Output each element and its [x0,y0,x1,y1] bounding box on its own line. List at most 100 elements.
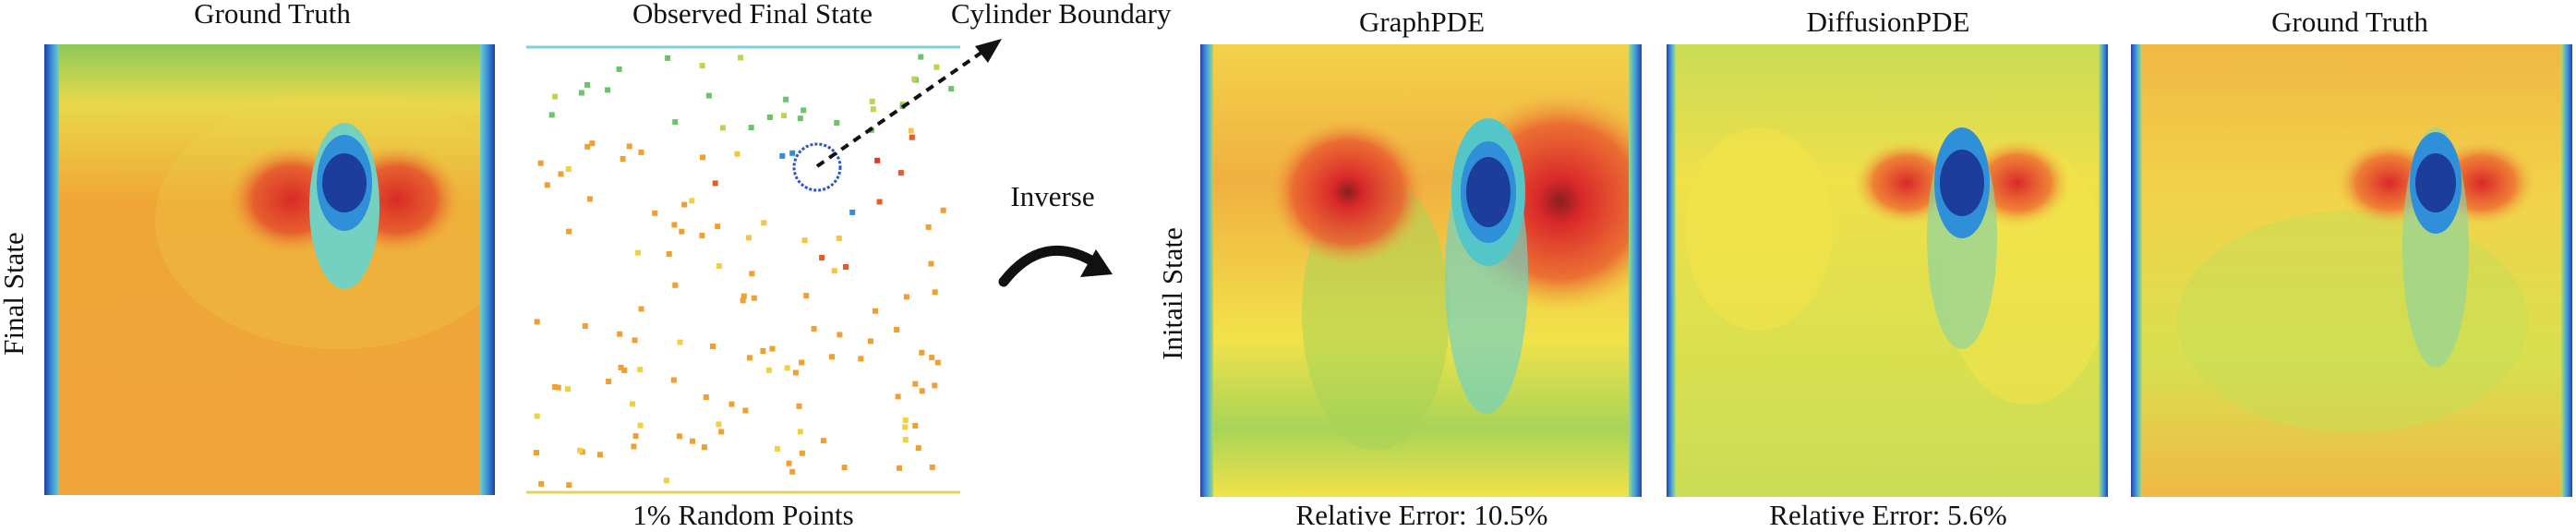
observation-point [578,90,584,96]
observation-point [948,86,955,92]
observation-point [829,354,835,360]
observation-point [932,382,938,389]
observation-point [534,413,540,419]
observation-point [897,170,904,176]
panel-title-graphpde: GraphPDE [1358,6,1486,38]
observation-point [902,424,909,430]
observation-point [746,355,752,361]
inverse-arrow [998,245,1113,287]
observation-point [799,450,805,456]
observation-point [538,480,545,487]
observation-point [677,339,683,345]
observation-point [716,263,722,269]
observation-point [632,433,639,440]
observation-point [801,237,808,244]
observation-point [831,268,837,274]
observation-point [894,327,900,332]
row-label-initial-state: Initail State [1156,227,1188,360]
observation-point [919,349,925,356]
observed-caption: 1% Random Points [632,499,854,531]
observation-point [555,384,561,391]
observation-point [631,443,637,450]
observation-point [784,365,790,371]
observation-point [766,115,773,120]
observation-point [911,76,918,82]
observation-point [909,134,915,140]
observation-point [679,228,685,235]
observation-point [760,348,766,354]
observation-point [589,140,596,147]
observation-point [718,429,725,435]
row-label-final-state: Final State [0,232,30,356]
observation-point [765,367,772,373]
observation-point [903,294,909,300]
observation-point [719,125,726,131]
observation-point [895,393,901,400]
observation-point [874,157,881,163]
observation-point [665,54,671,61]
observation-point [843,264,849,270]
observation-point [537,160,544,166]
observation-point [746,235,752,241]
observation-point [929,464,935,470]
observation-point [873,308,878,314]
observation-point [705,92,712,99]
observation-point [819,255,825,260]
observation-point [797,115,803,122]
observation-point [663,478,669,484]
observation-point [620,156,626,162]
observation-point [783,96,789,103]
observation-point [630,401,635,407]
observation-point [635,249,641,256]
heatmap-ground-truth-final [44,44,495,495]
observation-point [565,386,571,393]
observation-point [868,338,873,345]
observation-point [902,417,909,423]
observation-point [786,460,792,466]
observation-point [929,355,935,361]
observation-point [841,465,848,471]
observation-point [544,182,550,188]
observation-point [728,401,735,407]
observation-point [779,152,786,159]
observation-point [632,337,638,344]
panel-title-diffusionpde: DiffusionPDE [1806,6,1970,38]
observation-point [749,271,755,277]
observation-point [799,359,805,366]
observation-point [715,224,721,230]
observation-point [925,224,932,230]
observation-point [796,403,802,409]
observation-point [928,260,934,267]
observation-point [606,379,612,384]
observation-point [933,64,940,70]
observation-point [803,293,810,299]
observation-point [690,438,695,444]
observation-point [681,201,688,208]
observation-point [934,359,941,366]
observation-point [734,151,740,157]
observation-point [789,468,796,475]
observation-point [748,125,754,131]
observation-point [800,107,807,114]
observation-point [876,199,883,205]
cylinder-boundary-circle [792,142,842,192]
heatmap-graphpde [1200,44,1642,497]
observation-point [534,319,540,325]
observation-point [740,297,746,304]
observation-point [915,445,921,452]
observation-point [617,331,623,337]
observation-point [710,344,716,349]
inverse-label: Inverse [1010,180,1095,212]
observation-point [834,120,840,126]
observation-point [558,171,564,177]
observation-point [837,332,843,338]
observation-point [552,384,559,390]
observation-point [566,482,572,489]
observation-point [699,63,705,69]
observation-point [582,323,588,329]
observation-point [792,369,799,376]
observation-point [584,143,591,150]
observation-point [761,220,767,226]
observation-point [811,325,817,332]
scatter-observed-points [526,44,960,495]
